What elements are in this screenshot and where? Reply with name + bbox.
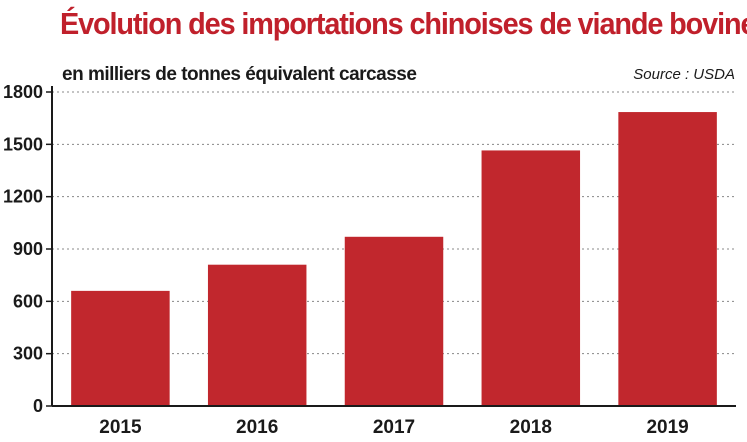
bars bbox=[71, 112, 717, 407]
y-tick-label: 1500 bbox=[3, 134, 43, 154]
source-note: Source : USDA bbox=[633, 66, 735, 83]
y-tick-label: 300 bbox=[13, 344, 43, 364]
bar-2017 bbox=[344, 236, 444, 406]
y-tick-label: 0 bbox=[33, 396, 43, 416]
y-tick-label: 600 bbox=[13, 291, 43, 311]
y-tick-label: 1200 bbox=[3, 187, 43, 207]
x-category-label: 2017 bbox=[373, 417, 415, 438]
bar-2018 bbox=[481, 150, 581, 406]
axis-labels: 0 300 600 900 1200 1500 1800 2015 2016 2017 2018 20… bbox=[3, 82, 689, 438]
y-tick-label: 1800 bbox=[3, 82, 43, 102]
bar-2015 bbox=[71, 290, 170, 406]
chart-title: Évolution des importations chinoises de … bbox=[60, 6, 747, 41]
chart-subtitle: en milliers de tonnes équivalent carcass… bbox=[62, 64, 417, 85]
bar-2019 bbox=[618, 112, 717, 407]
x-category-label: 2018 bbox=[510, 417, 552, 438]
bar-2016 bbox=[207, 264, 307, 406]
axes bbox=[46, 86, 736, 407]
x-category-label: 2019 bbox=[646, 417, 688, 438]
x-category-label: 2015 bbox=[99, 417, 142, 438]
x-category-label: 2016 bbox=[236, 417, 278, 438]
y-tick-label: 900 bbox=[13, 239, 43, 259]
